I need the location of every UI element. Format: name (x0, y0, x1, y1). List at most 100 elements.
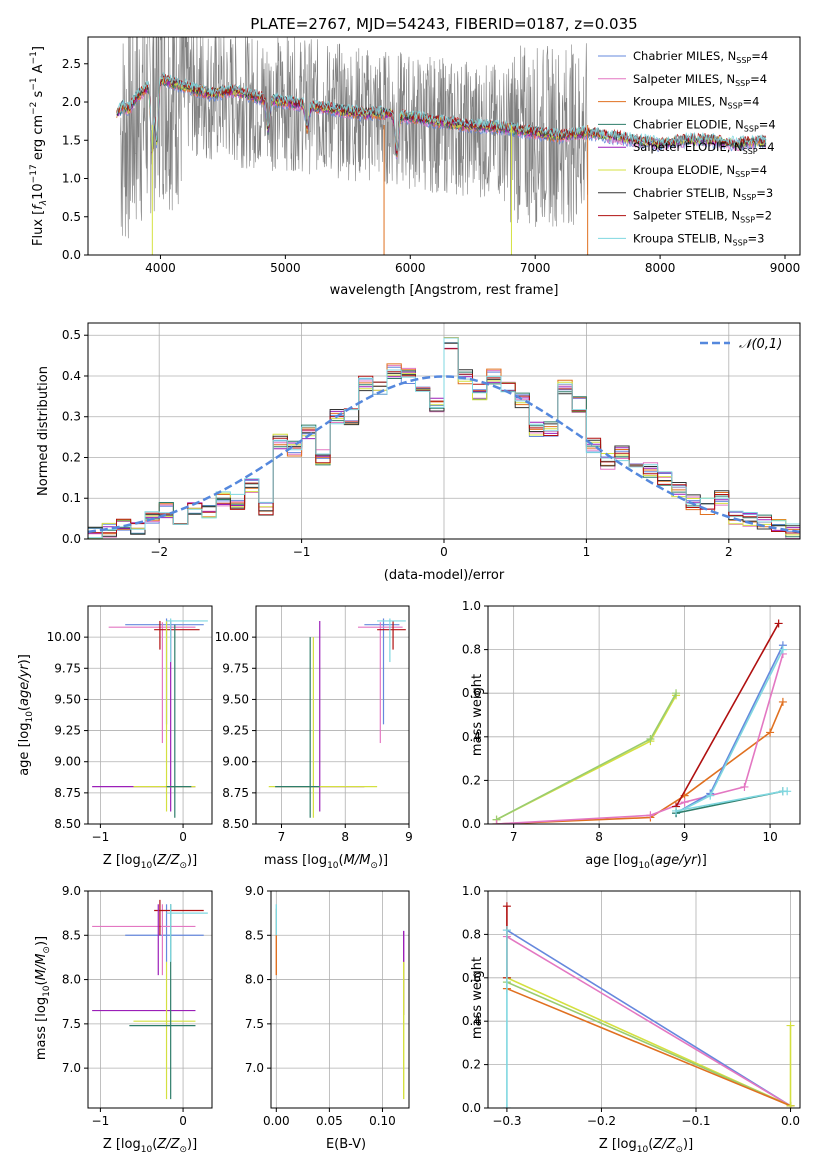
x-tick-label: 9 (681, 830, 689, 844)
legend-count: =2 (755, 209, 772, 223)
mass-metallicity-plot: −1 0 7.0 7.5 8.0 8.5 9.0 (62, 884, 213, 1128)
legend-label: 𝒩(0,1) (739, 337, 782, 352)
y-tick-label: 9.50 (222, 692, 249, 706)
age-metallicity-plot-content (92, 618, 208, 818)
weight-marker (783, 787, 792, 796)
weight-line-0 (496, 695, 677, 821)
y-tick-label: 9.25 (222, 724, 249, 738)
x-tick-label: 0.0 (781, 1114, 800, 1128)
legend-count: =4 (743, 95, 760, 109)
weight-marker (680, 798, 689, 807)
x-tick-label: 0 (179, 1114, 187, 1128)
massZ-ylabel: mass [log10(M/M⊙)] (34, 936, 52, 1060)
legend-label: Kroupa STELIB, NSSP=3 (633, 231, 764, 247)
y-tick-label: 0.2 (462, 1058, 481, 1072)
mass-extinction-plot-content (275, 904, 405, 1100)
y-tick-label: 8.0 (62, 973, 81, 987)
y-tick-label: 0.2 (462, 773, 481, 787)
legend-subscript: SSP (736, 56, 751, 65)
legend-subscript: SSP (735, 79, 750, 88)
y-tick-label: 8.75 (222, 786, 249, 800)
y-tick-label: 0.0 (462, 817, 481, 831)
mwZ-ylabel: mass weight (470, 957, 485, 1039)
legend-count: =3 (748, 231, 765, 245)
legend-subscript: SSP (735, 170, 750, 179)
x-tick-label: 7000 (520, 261, 551, 275)
axes-frame (487, 605, 801, 825)
y-tick-label: 1.5 (62, 133, 81, 147)
y-tick-label: 0.3 (62, 410, 81, 424)
weight-line-2 (496, 701, 784, 824)
legend-count: =3 (756, 186, 773, 200)
x-tick-label: 2 (725, 545, 733, 559)
weight-line-1 (506, 935, 791, 1107)
weight-marker (786, 1021, 795, 1030)
y-tick-label: 0.8 (462, 643, 481, 657)
resid-ylabel: Normed distribution (36, 366, 51, 496)
y-tick-label: 9.00 (54, 755, 81, 769)
y-tick-label: 9.75 (222, 661, 249, 675)
mass-metallicity-plot-content (92, 899, 208, 1100)
weight-line-1 (496, 692, 677, 821)
legend-label: Chabrier ELODIE, NSSP=4 (633, 117, 776, 133)
y-tick-label: 1.0 (462, 884, 481, 898)
histogram-step-8 (88, 337, 800, 539)
y-tick-label: 9.0 (245, 884, 264, 898)
mass-weight-age-plot-content (492, 619, 792, 824)
weight-marker (502, 902, 511, 911)
y-tick-label: 8.5 (62, 928, 81, 942)
spectrum-plot: 4000 5000 6000 7000 8000 9000 0.0 0.5 1.0 1.5 2.0 2… (62, 36, 801, 275)
x-tick-label: −1 (92, 1114, 110, 1128)
legend-subscript: SSP (741, 193, 756, 202)
mwAge-xlabel: age [log10(age/yr)] (585, 853, 707, 871)
axes-frame (87, 605, 213, 825)
mwZ-xlabel: Z [log10(Z/Z⊙)] (599, 1137, 693, 1155)
y-tick-label: 0.6 (462, 686, 481, 700)
weight-line-5 (675, 644, 784, 814)
axes-frame (87, 36, 801, 256)
legend-label: Kroupa MILES, NSSP=4 (633, 95, 759, 111)
weight-marker (766, 728, 775, 737)
y-tick-label: 7.0 (245, 1061, 264, 1075)
y-tick-label: 0.0 (462, 1101, 481, 1115)
x-tick-label: 6000 (395, 261, 426, 275)
x-tick-label: −2 (150, 545, 168, 559)
spectrum-ylabel: Flux [fλ10−17 erg cm−2 s−1 A−1] (29, 46, 49, 246)
weight-line-3 (506, 981, 791, 1107)
legend-subscript: SSP (744, 124, 759, 133)
weight-marker (672, 806, 681, 815)
legend-label: Salpeter STELIB, NSSP=2 (633, 209, 772, 225)
x-tick-label: 9000 (770, 261, 801, 275)
x-tick-label: −0.2 (587, 1114, 616, 1128)
y-tick-label: 0.4 (62, 369, 81, 383)
x-tick-label: 8 (595, 830, 603, 844)
weight-line-4 (506, 987, 791, 1107)
y-tick-label: 8.5 (245, 928, 264, 942)
legend-label: Salpeter ELODIE, NSSP=4 (633, 140, 775, 156)
massEBV-xlabel: E(B-V) (326, 1137, 366, 1152)
legend-subscript: SSP (728, 102, 743, 111)
mass-weight-age-plot: 7 8 9 10 0.0 0.2 0.4 0.6 0.8 1.0 (462, 599, 801, 844)
weight-marker (502, 926, 511, 935)
model-spectrum-0 (116, 78, 766, 160)
y-tick-label: 2.0 (62, 95, 81, 109)
y-tick-label: 0.4 (462, 1014, 481, 1028)
x-tick-label: 8 (341, 830, 349, 844)
weight-marker (778, 697, 787, 706)
x-tick-label: 8000 (645, 261, 676, 275)
spectrum-legend: Chabrier MILES, NSSP=4 Salpeter MILES, NS… (598, 49, 776, 247)
x-tick-label: −1 (293, 545, 311, 559)
y-tick-label: 9.0 (62, 884, 81, 898)
weight-marker (778, 645, 787, 654)
y-tick-label: 10.00 (215, 630, 249, 644)
axes-frame (487, 890, 801, 1109)
y-tick-label: 0.8 (462, 927, 481, 941)
age-metallicity-plot: −1 0 8.50 8.75 9.00 9.25 9.50 9.75 10.00 (47, 605, 213, 844)
y-tick-label: 0.5 (62, 210, 81, 224)
ageZ-ylabel: age [log10(age/yr)] (17, 654, 35, 776)
legend-label: Chabrier MILES, NSSP=4 (633, 49, 768, 65)
weight-line-8 (675, 790, 788, 812)
model-spectrum-8 (116, 72, 767, 152)
y-tick-label: 1.0 (62, 172, 81, 186)
y-tick-label: 8.50 (222, 817, 249, 831)
